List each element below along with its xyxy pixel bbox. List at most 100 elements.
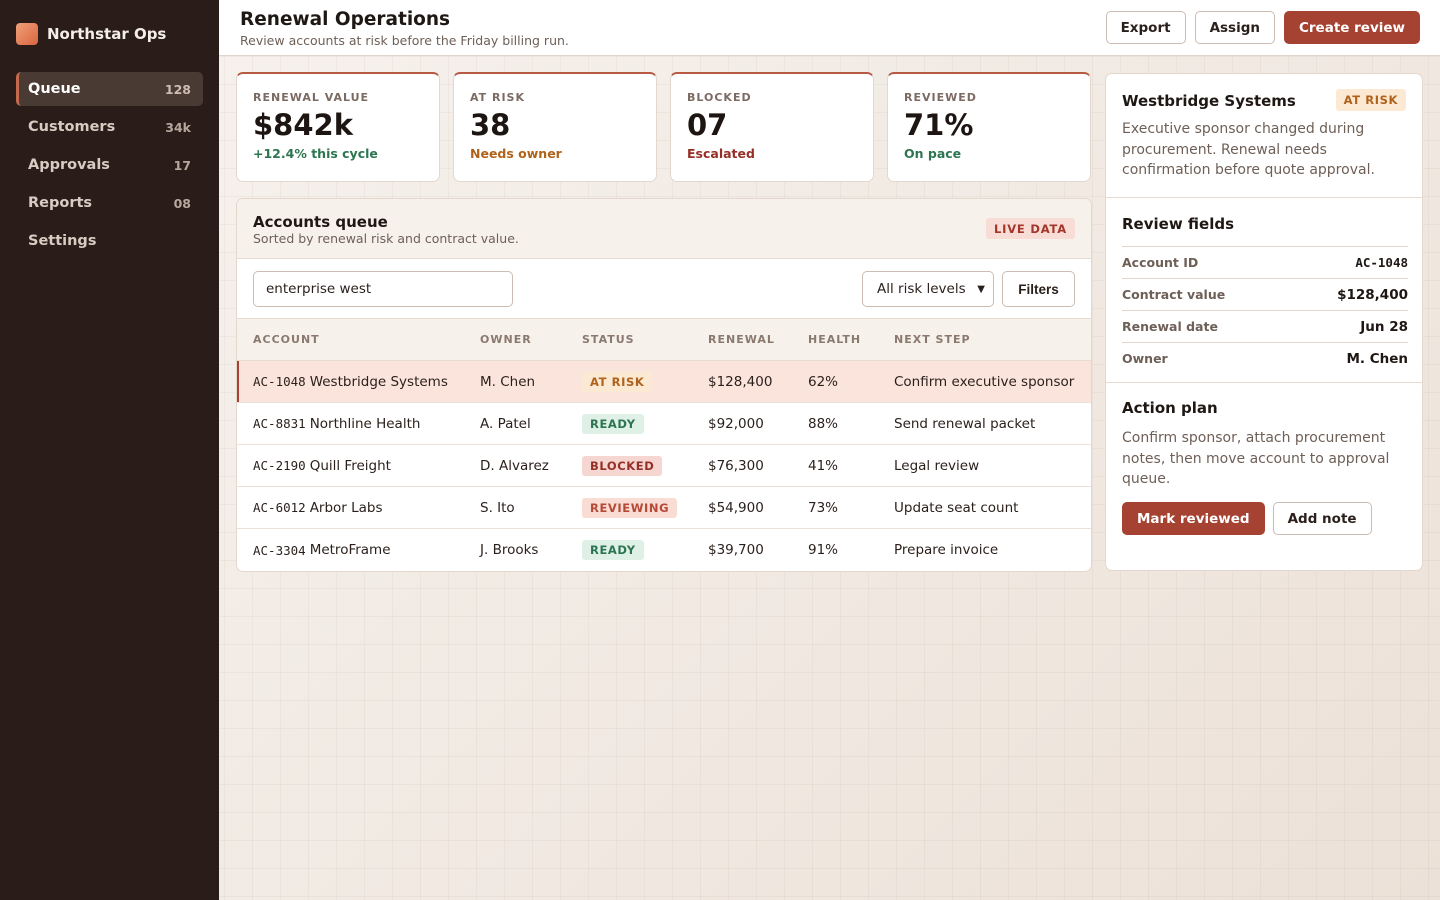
owner-cell: D. Alvarez — [480, 457, 549, 474]
action-plan-section: Action plan Confirm sponsor, attach proc… — [1106, 383, 1422, 570]
next-step-cell: Confirm executive sponsor — [894, 373, 1075, 390]
risk-level-select[interactable]: All risk levels ▼ — [862, 271, 994, 307]
kpi-note: Escalated — [687, 146, 755, 161]
account-id: AC-3304 — [253, 542, 306, 558]
field-value: M. Chen — [1346, 350, 1408, 367]
account-id: AC-1048 — [253, 374, 306, 389]
brand[interactable]: Northstar Ops — [16, 23, 166, 45]
table-row[interactable]: AC-1048 Westbridge Systems M. Chen AT RIS… — [237, 361, 1091, 403]
add-note-button[interactable]: Add note — [1272, 502, 1372, 535]
sidebar: Northstar Ops Queue 128 Customers 34k Ap… — [0, 0, 219, 900]
account-name: MetroFrame — [309, 542, 391, 558]
live-data-badge: LIVE DATA — [986, 218, 1075, 239]
kpi-label: REVIEWED — [904, 91, 977, 104]
account-name: Westbridge Systems — [309, 373, 448, 390]
sidebar-item-label: Approvals — [28, 157, 110, 173]
status-cell: READY — [582, 403, 644, 444]
account-cell: AC-6012 Arbor Labs — [253, 487, 383, 528]
column-header-renewal[interactable]: RENEWAL — [708, 333, 775, 346]
account-name: Arbor Labs — [309, 499, 383, 516]
queue-toolbar: All risk levels ▼ Filters — [237, 259, 1091, 319]
column-header-health[interactable]: HEALTH — [808, 333, 862, 346]
kpi-value: 38 — [470, 108, 511, 142]
health-cell: 41% — [808, 457, 839, 474]
account-cell: AC-2190 Quill Freight — [253, 445, 391, 486]
account-id: AC-2190 — [253, 458, 306, 473]
sidebar-item-reports[interactable]: Reports 08 — [16, 186, 203, 220]
field-label: Contract value — [1122, 287, 1226, 302]
assign-button[interactable]: Assign — [1194, 11, 1275, 44]
next-step-cell: Legal review — [894, 457, 980, 474]
action-plan-text: Confirm sponsor, attach procurement note… — [1122, 430, 1390, 487]
brand-name: Northstar Ops — [47, 25, 167, 43]
account-cell: AC-8831 Northline Health — [253, 403, 420, 444]
owner-cell: M. Chen — [480, 373, 536, 390]
sidebar-item-label: Customers — [28, 119, 116, 135]
health-cell: 73% — [808, 499, 839, 516]
table-header: ACCOUNT OWNER STATUS RENEWAL HEALTH NEXT… — [237, 319, 1091, 361]
action-plan-buttons: Mark reviewed Add note — [1122, 502, 1372, 535]
field-owner: Owner M. Chen — [1122, 342, 1408, 374]
brand-logo-icon — [16, 23, 38, 45]
accounts-queue-panel: Accounts queue Sorted by renewal risk an… — [236, 198, 1092, 572]
sidebar-item-count: 34k — [165, 119, 191, 135]
search-input[interactable] — [253, 271, 513, 307]
kpi-value: 07 — [687, 108, 728, 142]
sidebar-item-label: Reports — [28, 195, 93, 211]
kpi-note: On pace — [904, 146, 962, 161]
kpi-note: +12.4% this cycle — [253, 146, 378, 161]
sidebar-item-count: 17 — [173, 157, 191, 173]
owner-cell: S. Ito — [480, 499, 515, 516]
column-header-account[interactable]: ACCOUNT — [253, 333, 320, 346]
table-row[interactable]: AC-2190 Quill Freight D. Alvarez BLOCKED … — [237, 445, 1091, 487]
renewal-cell: $54,900 — [708, 499, 764, 516]
detail-description: Executive sponsor changed during procure… — [1122, 121, 1375, 178]
review-fields-section: Review fields Account ID AC-1048 Contrac… — [1106, 198, 1422, 383]
review-fields-list: Account ID AC-1048 Contract value $128,4… — [1122, 246, 1408, 374]
column-header-next-step[interactable]: NEXT STEP — [894, 333, 971, 346]
owner-cell: A. Patel — [480, 415, 531, 432]
page-subtitle: Review accounts at risk before the Frida… — [240, 33, 569, 48]
queue-title: Accounts queue — [253, 213, 388, 231]
filters-button[interactable]: Filters — [1002, 271, 1075, 307]
health-cell: 91% — [808, 542, 839, 558]
field-label: Owner — [1122, 351, 1168, 366]
review-fields-heading: Review fields — [1122, 215, 1234, 233]
owner-cell: J. Brooks — [480, 542, 539, 558]
sidebar-nav: Queue 128 Customers 34k Approvals 17 Rep… — [16, 72, 203, 262]
sidebar-item-approvals[interactable]: Approvals 17 — [16, 148, 203, 182]
sidebar-item-queue[interactable]: Queue 128 — [16, 72, 203, 106]
create-review-button[interactable]: Create review — [1283, 11, 1420, 44]
renewal-cell: $92,000 — [708, 415, 764, 432]
column-header-owner[interactable]: OWNER — [480, 333, 532, 346]
detail-title: Westbridge Systems — [1122, 92, 1296, 110]
account-detail-panel: Westbridge Systems AT RISK Executive spo… — [1105, 73, 1423, 571]
account-name: Quill Freight — [309, 457, 391, 474]
header-actions: Export Assign Create review — [1105, 11, 1420, 44]
status-badge: READY — [582, 413, 644, 434]
mark-reviewed-button[interactable]: Mark reviewed — [1122, 502, 1265, 535]
field-account-id: Account ID AC-1048 — [1122, 246, 1408, 278]
status-cell: BLOCKED — [582, 445, 663, 486]
kpi-card-renewal-value: RENEWAL VALUE $842k +12.4% this cycle — [236, 72, 440, 182]
queue-subtitle: Sorted by renewal risk and contract valu… — [253, 231, 519, 246]
table-row[interactable]: AC-8831 Northline Health A. Patel READY $… — [237, 403, 1091, 445]
kpi-card-reviewed: REVIEWED 71% On pace — [887, 72, 1091, 182]
kpi-card-blocked: BLOCKED 07 Escalated — [670, 72, 874, 182]
table-row[interactable]: AC-3304 MetroFrame J. Brooks READY $39,70… — [237, 529, 1091, 571]
page-title: Renewal Operations — [240, 9, 451, 30]
renewal-cell: $39,700 — [708, 542, 764, 558]
sidebar-item-customers[interactable]: Customers 34k — [16, 110, 203, 144]
column-header-status[interactable]: STATUS — [582, 333, 635, 346]
sidebar-item-settings[interactable]: Settings — [16, 224, 203, 258]
status-badge: READY — [582, 540, 644, 560]
table-row[interactable]: AC-6012 Arbor Labs S. Ito REVIEWING $54,9… — [237, 487, 1091, 529]
export-button[interactable]: Export — [1105, 11, 1186, 44]
kpi-label: BLOCKED — [687, 91, 752, 104]
field-renewal-date: Renewal date Jun 28 — [1122, 310, 1408, 342]
status-cell: REVIEWING — [582, 487, 678, 528]
chevron-down-icon: ▼ — [977, 283, 985, 295]
status-badge: AT RISK — [1335, 89, 1406, 111]
field-label: Account ID — [1122, 255, 1199, 270]
account-cell: AC-1048 Westbridge Systems — [253, 361, 448, 402]
